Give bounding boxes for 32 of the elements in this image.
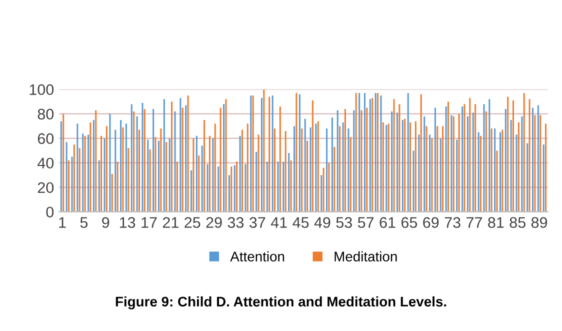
x-tick-label: 37 xyxy=(249,217,266,228)
x-tick-label: 57 xyxy=(358,217,374,228)
x-tick-label: 9 xyxy=(102,217,110,228)
x-tick-label: 53 xyxy=(336,217,352,228)
x-tick-label: 69 xyxy=(423,217,439,228)
x-tick-label: 29 xyxy=(206,217,222,228)
x-tick-label: 17 xyxy=(142,217,157,228)
x-tick-label: 73 xyxy=(444,217,460,228)
x-tick-label: 45 xyxy=(292,217,309,228)
x-tick-label: 89 xyxy=(531,217,548,228)
y-tick-label: 0 xyxy=(46,206,54,218)
x-tick-label: 25 xyxy=(184,217,200,228)
x-tick-label: 81 xyxy=(488,217,504,228)
y-tick-label: 100 xyxy=(30,84,54,96)
x-tick-label: 49 xyxy=(314,217,330,228)
legend-label: Meditation xyxy=(334,251,397,262)
caption: Figure 9: Child D. Attention and Meditation Levels. xyxy=(116,296,446,310)
x-tick-label: 65 xyxy=(401,217,418,228)
y-tick-label: 60 xyxy=(38,133,54,144)
y-tick-label: 40 xyxy=(38,158,54,169)
y-tick-label: 20 xyxy=(38,182,54,194)
x-tick-label: 21 xyxy=(162,217,178,228)
x-tick-label: 1 xyxy=(59,217,66,228)
x-tick-label: 41 xyxy=(270,217,287,228)
x-tick-label: 61 xyxy=(380,217,396,228)
x-tick-label: 33 xyxy=(228,217,244,228)
y-tick-label: 80 xyxy=(38,108,54,120)
x-tick-label: 85 xyxy=(510,217,526,228)
x-tick-label: 77 xyxy=(466,217,482,228)
legend-label: Attention xyxy=(230,251,284,262)
x-tick-label: 13 xyxy=(120,217,136,228)
x-tick-label: 5 xyxy=(80,217,88,228)
